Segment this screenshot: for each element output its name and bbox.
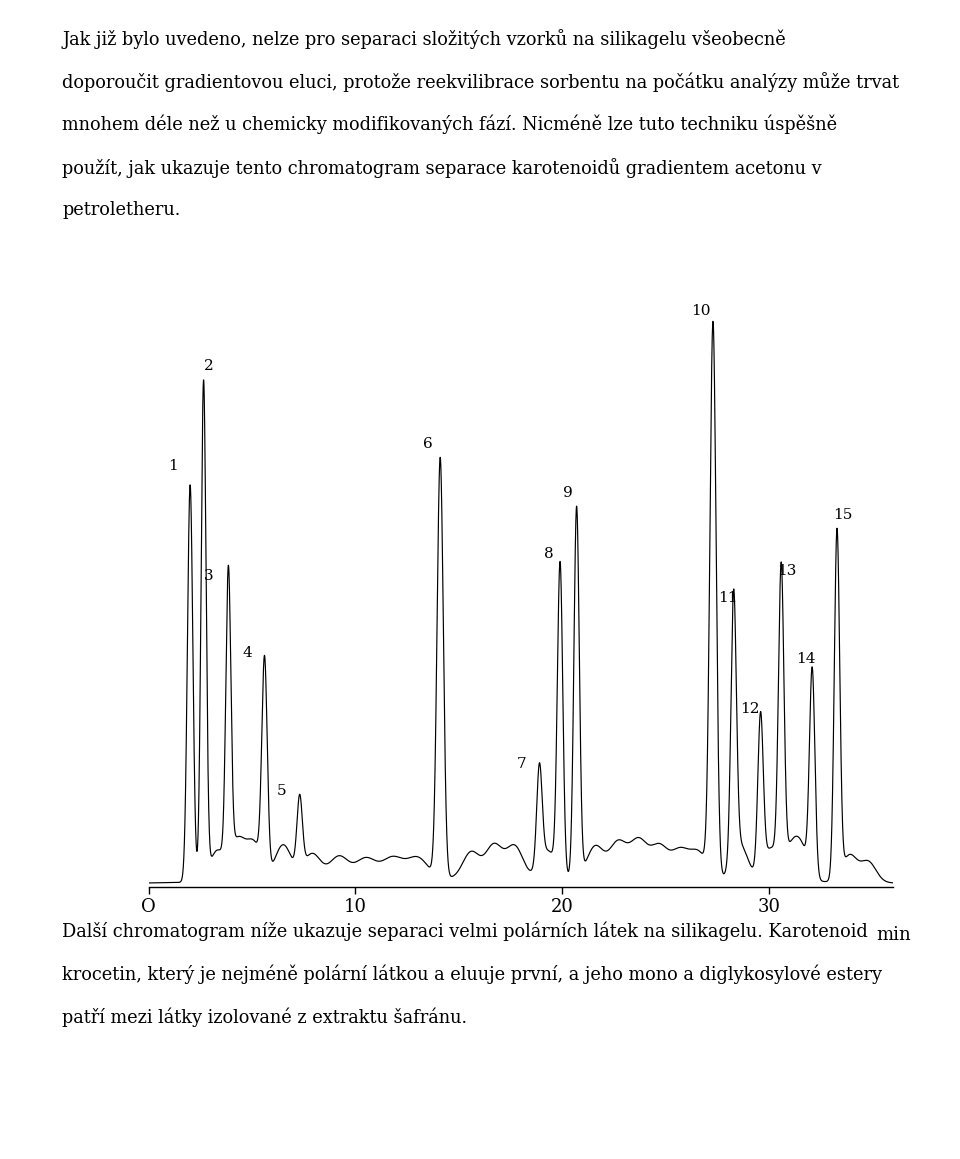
Text: Další chromatogram níže ukazuje separaci velmi polárních látek na silikagelu. Ka: Další chromatogram níže ukazuje separaci…: [62, 921, 868, 941]
Text: 15: 15: [833, 509, 852, 523]
Text: 8: 8: [544, 547, 554, 561]
Text: 4: 4: [242, 647, 252, 661]
Text: použít, jak ukazuje tento chromatogram separace karotenoidů gradientem acetonu v: použít, jak ukazuje tento chromatogram s…: [62, 158, 822, 177]
Text: patří mezi látky izolované z extraktu šafránu.: patří mezi látky izolované z extraktu ša…: [62, 1007, 468, 1027]
Text: min: min: [876, 926, 911, 945]
Text: 3: 3: [204, 569, 213, 583]
Text: mnohem déle než u chemicky modifikovaných fází. Nicméně lze tuto techniku úspěšn: mnohem déle než u chemicky modifikovanýc…: [62, 115, 837, 134]
Text: 14: 14: [796, 651, 816, 666]
Text: 9: 9: [564, 487, 573, 501]
Text: doporoučit gradientovou eluci, protože reekvilibrace sorbentu na počátku analýzy: doporoučit gradientovou eluci, protože r…: [62, 72, 900, 92]
Text: 7: 7: [517, 757, 527, 771]
Text: 2: 2: [204, 359, 214, 373]
Text: 6: 6: [423, 437, 433, 451]
Text: Jak již bylo uvedeno, nelze pro separaci složitých vzorků na silikagelu všeobecn: Jak již bylo uvedeno, nelze pro separaci…: [62, 29, 786, 49]
Text: 1: 1: [168, 459, 178, 473]
Text: 13: 13: [777, 563, 796, 577]
Text: 11: 11: [718, 591, 737, 605]
Text: 10: 10: [691, 304, 710, 319]
Text: 5: 5: [276, 785, 286, 799]
Text: 12: 12: [740, 701, 760, 715]
Text: petroletheru.: petroletheru.: [62, 201, 180, 219]
Text: krocetin, který je nejméně polární látkou a eluuje první, a jeho mono a diglykos: krocetin, který je nejméně polární látko…: [62, 964, 882, 984]
